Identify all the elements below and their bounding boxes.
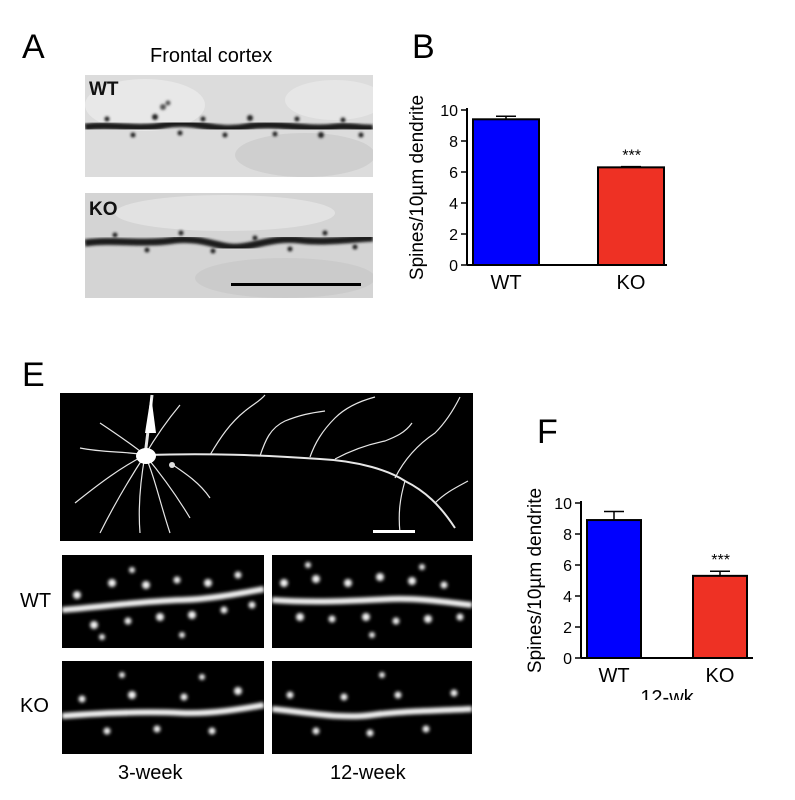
bar-wt — [472, 118, 540, 266]
panel-a-ko-label: KO — [89, 199, 118, 220]
panel-b-bar-chart: Spines/10µm dendrite 0 2 4 6 8 10 WT KO *** — [407, 95, 667, 294]
x-tick-label-ko: KO — [617, 272, 646, 294]
x-tick-label-wt: WT — [598, 665, 629, 687]
x-tick-label-ko: KO — [706, 665, 735, 687]
panel-e-ko-label: KO — [20, 695, 49, 717]
significance-marker: *** — [711, 552, 730, 569]
ko-dendrite-micrograph: KO — [85, 193, 373, 298]
x-axis-label: 12-wk — [640, 687, 694, 700]
y-tick-label: 10 — [440, 103, 458, 120]
panel-f-bar-chart: Spines/10µm dendrite 0 2 4 6 8 10 WT KO *** 12-wk — [525, 488, 753, 700]
y-axis-label: Spines/10µm dendrite — [525, 488, 546, 673]
panel-e-wt-label: WT — [20, 590, 52, 612]
bar-ko — [692, 574, 748, 660]
y-tick-label: 8 — [563, 527, 572, 544]
y-tick-label: 6 — [563, 558, 572, 575]
wt-3week-micrograph — [62, 555, 264, 648]
panel-a-title: Frontal cortex — [150, 45, 273, 67]
neuron-overview-micrograph — [60, 393, 473, 541]
panel-f-letter: F — [537, 413, 558, 451]
panel-a-wt-label: WT — [89, 79, 119, 100]
x-tick-label-wt: WT — [490, 272, 521, 294]
wt-12week-micrograph — [272, 555, 472, 648]
panel-e-letter: E — [22, 356, 45, 394]
y-tick-label: 0 — [563, 651, 572, 668]
panel-a-letter: A — [22, 28, 45, 66]
y-tick-label: 2 — [449, 227, 458, 244]
significance-marker: *** — [622, 148, 641, 165]
y-tick-label: 4 — [563, 589, 572, 606]
y-tick-label: 8 — [449, 134, 458, 151]
bar-wt — [586, 519, 642, 659]
panel-e-12week-label: 12-week — [330, 762, 406, 784]
y-tick-label: 6 — [449, 165, 458, 182]
wt-dendrite-micrograph: WT — [85, 75, 373, 177]
ko-12week-micrograph — [272, 661, 472, 754]
y-tick-label: 2 — [563, 620, 572, 637]
panel-b-letter: B — [412, 28, 435, 66]
bar-ko — [597, 166, 665, 266]
y-tick-label: 4 — [449, 196, 458, 213]
y-axis-label: Spines/10µm dendrite — [407, 95, 428, 280]
y-tick-label: 0 — [449, 258, 458, 275]
y-tick-label: 10 — [554, 496, 572, 513]
ko-3week-micrograph — [62, 661, 264, 754]
panel-e-3week-label: 3-week — [118, 762, 183, 784]
